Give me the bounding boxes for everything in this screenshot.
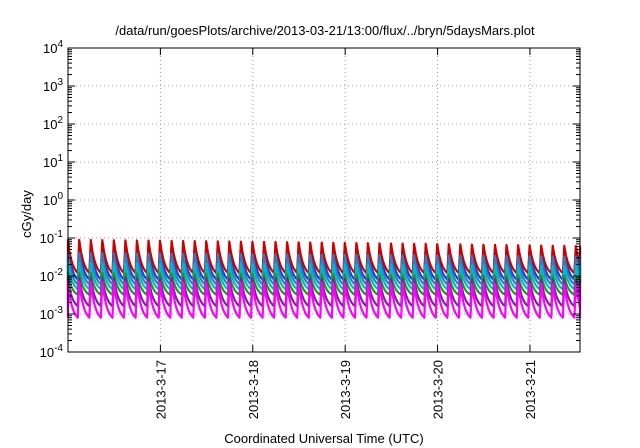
grid [68,48,580,352]
series-line [66,280,582,319]
x-axis-label: Coordinated Universal Time (UTC) [224,431,423,446]
x-tick-label: 2013-3-17 [153,360,168,419]
y-axis-label: cGy/day [19,190,34,238]
y-axis: 10-4 10-3 10-2 10-1 100 101 102 103 104 [40,39,580,360]
x-axis: 2013-3-17 2013-3-18 2013-3-19 2013-3-20 2013… [153,48,538,419]
y-tick-label: 10-4 [40,343,64,360]
y-tick-label: 101 [43,153,63,170]
y-tick-label: 100 [43,191,63,208]
y-tick-label: 10-2 [40,267,64,284]
x-tick-label: 2013-3-18 [246,360,261,419]
y-tick-label: 103 [43,77,63,94]
chart-title: /data/run/goesPlots/archive/2013-03-21/1… [115,23,535,38]
y-tick-label: 104 [43,39,63,56]
x-tick-label: 2013-3-21 [523,360,538,419]
x-tick-label: 2013-3-19 [338,360,353,419]
data-series [66,238,582,319]
x-tick-label: 2013-3-20 [431,360,446,419]
y-tick-label: 10-3 [40,305,64,322]
y-tick-label: 10-1 [40,229,64,246]
y-tick-label: 102 [43,115,63,132]
